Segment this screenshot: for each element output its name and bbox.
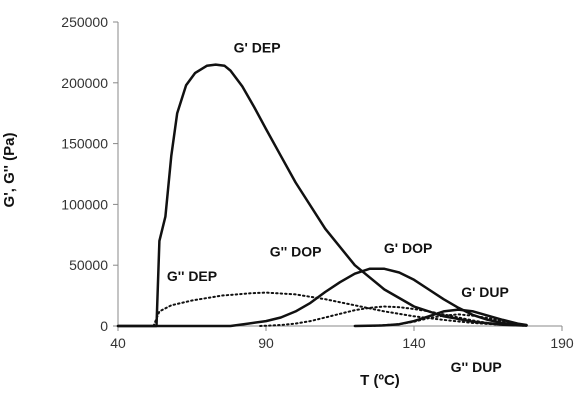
series-line-g-double-prime-dop [259, 305, 528, 327]
series-label-g-double-prime-dup: G'' DUP [451, 359, 502, 375]
x-tick-label: 90 [258, 335, 274, 351]
y-tick-label: 50000 [69, 257, 108, 273]
y-tick-label: 250000 [61, 14, 108, 30]
x-tick-label: 190 [550, 335, 574, 351]
series-line-g-prime-dep [116, 63, 528, 328]
series-label-g-prime-dup: G' DUP [461, 284, 509, 300]
series-label-g-prime-dop: G' DOP [384, 240, 432, 256]
chart-series-labels: G' DEP G'' DEP G'' DOP G' DOP G' DUP G'' DUP [167, 39, 509, 375]
y-tick-label: 150000 [61, 136, 108, 152]
series-line-g-double-prime-dup [368, 313, 528, 327]
series-line-g-double-prime-dep [152, 291, 528, 327]
x-axis-title: T (ºC) [360, 372, 400, 389]
series-label-g-double-prime-dop: G'' DOP [270, 244, 322, 260]
chart-series [116, 63, 528, 328]
chart-axes: 40 90 140 190 0 50000 100000 150000 200000 250000 [61, 14, 574, 351]
y-tick-label: 0 [100, 318, 108, 334]
y-axis-title: G', G'' (Pa) [1, 133, 18, 208]
series-label-g-prime-dep: G' DEP [234, 39, 281, 55]
y-tick-label: 100000 [61, 196, 108, 212]
x-tick-label: 40 [110, 335, 126, 351]
x-tick-label: 140 [402, 335, 426, 351]
series-label-g-double-prime-dep: G'' DEP [167, 268, 217, 284]
y-tick-label: 200000 [61, 75, 108, 91]
